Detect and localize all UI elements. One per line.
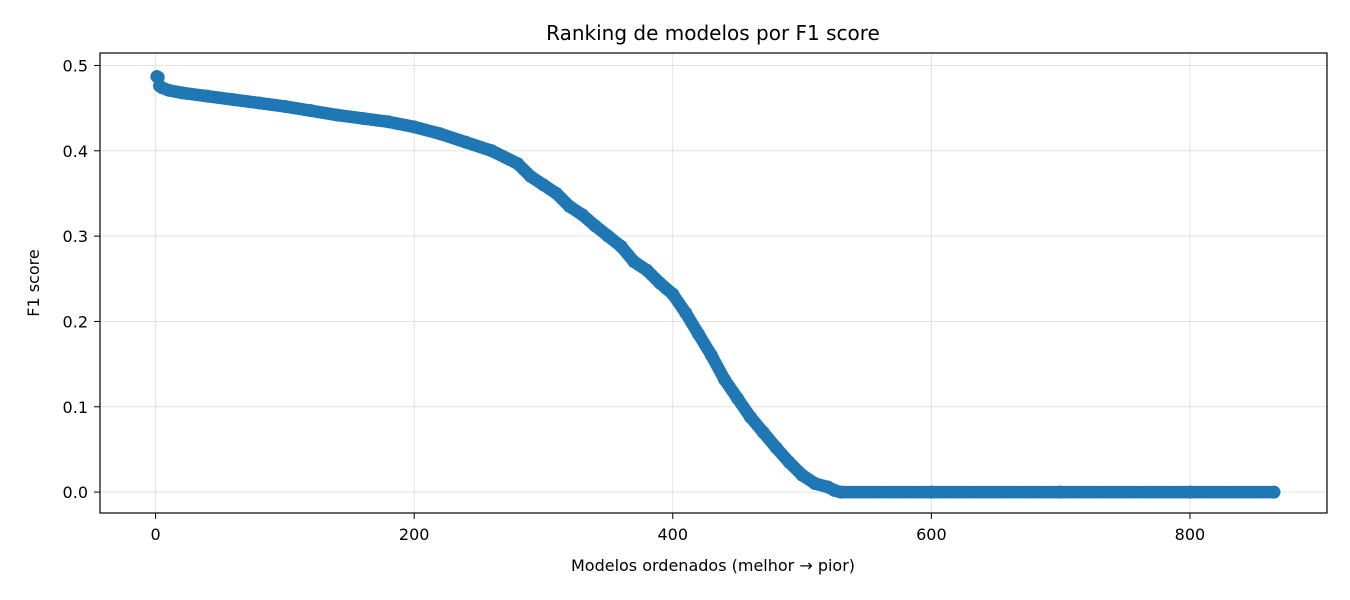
x-tick-label: 0 bbox=[151, 525, 161, 544]
data-point bbox=[705, 349, 719, 363]
data-point bbox=[588, 219, 602, 233]
data-point bbox=[1267, 485, 1281, 499]
y-tick-label: 0.5 bbox=[63, 56, 88, 75]
data-point bbox=[730, 391, 744, 405]
data-point bbox=[1054, 485, 1068, 499]
data-point bbox=[200, 89, 214, 103]
plot-frame bbox=[99, 52, 1328, 514]
data-point bbox=[834, 485, 848, 499]
y-tick-label: 0.4 bbox=[63, 142, 88, 161]
grid bbox=[100, 53, 1327, 513]
y-tick-label: 0.1 bbox=[63, 398, 88, 417]
data-point bbox=[536, 178, 550, 192]
data-point bbox=[304, 104, 318, 118]
data-point bbox=[524, 169, 538, 183]
data-point bbox=[355, 111, 369, 125]
data-point bbox=[627, 255, 641, 269]
data-point bbox=[717, 372, 731, 386]
data-point bbox=[666, 287, 680, 301]
x-tick-label: 200 bbox=[399, 525, 430, 544]
data-point bbox=[692, 327, 706, 341]
y-tick-label: 0.2 bbox=[63, 312, 88, 331]
data-point bbox=[575, 208, 589, 222]
y-tick-label: 0.3 bbox=[63, 227, 88, 246]
data-point bbox=[407, 120, 421, 134]
data-point bbox=[808, 477, 822, 491]
x-tick-label: 600 bbox=[916, 525, 947, 544]
data-point bbox=[485, 144, 499, 158]
data-point bbox=[795, 468, 809, 482]
data-point bbox=[330, 108, 344, 122]
data-point bbox=[162, 83, 176, 97]
data-point bbox=[743, 410, 757, 424]
x-axis: 0 200 400 600 800 bbox=[151, 513, 1206, 544]
data-point bbox=[756, 425, 770, 439]
x-tick-label: 800 bbox=[1175, 525, 1206, 544]
data-point bbox=[252, 96, 266, 110]
y-axis: 0.0 0.1 0.2 0.3 0.4 0.5 bbox=[63, 56, 100, 502]
data-point bbox=[769, 441, 783, 455]
data-point bbox=[601, 229, 615, 243]
data-point bbox=[1183, 485, 1197, 499]
data-point bbox=[924, 485, 938, 499]
data-point bbox=[614, 239, 628, 253]
data-point bbox=[562, 199, 576, 213]
data-point bbox=[174, 86, 188, 100]
x-tick-label: 400 bbox=[657, 525, 688, 544]
data-point bbox=[226, 93, 240, 107]
x-axis-label: Modelos ordenados (melhor → pior) bbox=[571, 556, 855, 575]
data-point bbox=[381, 115, 395, 129]
chart-title: Ranking de modelos por F1 score bbox=[546, 21, 880, 45]
data-point bbox=[549, 186, 563, 200]
data-point bbox=[679, 306, 693, 320]
data-point bbox=[511, 157, 525, 171]
data-point bbox=[653, 276, 667, 290]
data-point bbox=[640, 263, 654, 277]
data-points bbox=[150, 70, 1281, 499]
data-point bbox=[433, 127, 447, 141]
data-point bbox=[459, 135, 473, 149]
y-axis-label: F1 score bbox=[24, 249, 43, 316]
data-point bbox=[278, 99, 292, 113]
y-tick-label: 0.0 bbox=[63, 483, 88, 502]
data-point bbox=[782, 455, 796, 469]
